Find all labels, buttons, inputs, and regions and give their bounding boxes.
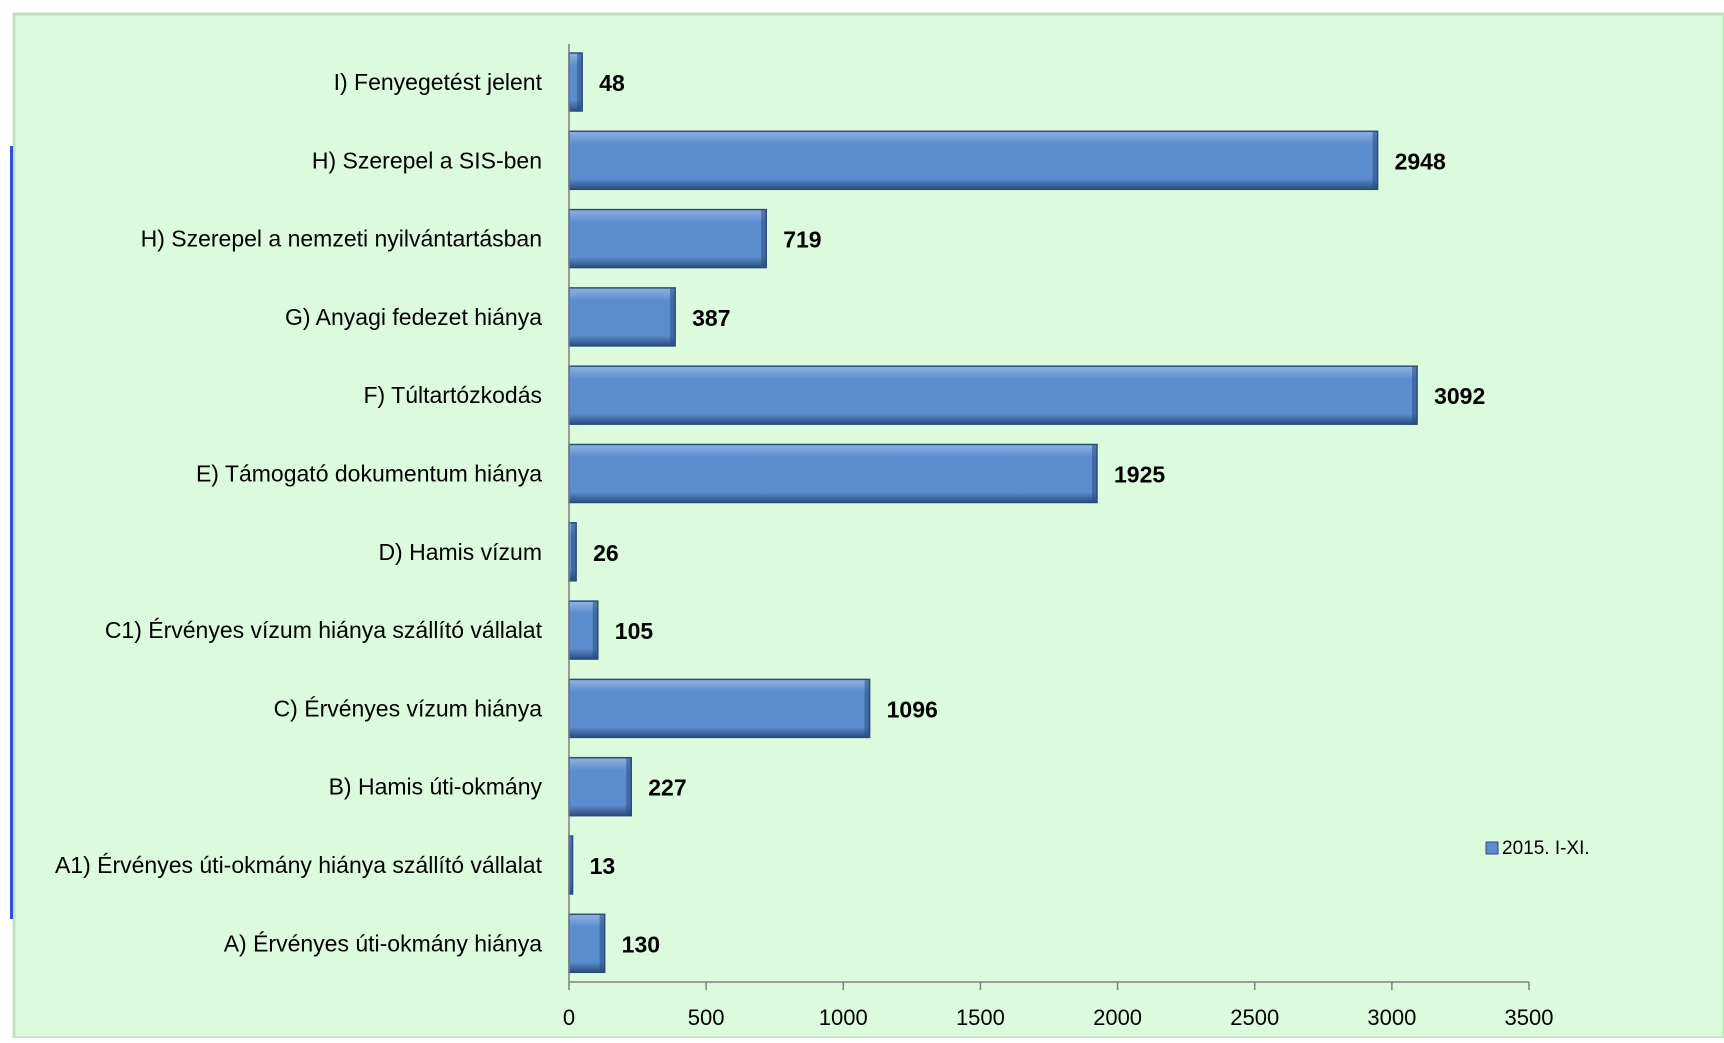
bar	[568, 756, 633, 817]
bars-layer: I) Fenyegetést jelent 48 H) Szerepel a SIS…	[55, 52, 1485, 974]
legend-label: 2015. I-XI.	[1502, 838, 1590, 859]
bar	[568, 130, 1379, 191]
x-tick-label: 3500	[1505, 1005, 1554, 1030]
bar-bevel	[571, 522, 577, 581]
bar-bevel	[1372, 131, 1378, 190]
x-tick-label: 0	[563, 1005, 575, 1030]
bar-bevel	[761, 209, 767, 268]
bar-group: H) Szerepel a SIS-ben 2948	[312, 130, 1446, 191]
category-label: B) Hamis úti-okmány	[329, 774, 543, 800]
bar-bevel	[670, 287, 676, 346]
left-accent-line	[10, 146, 13, 919]
data-label: 48	[599, 70, 625, 96]
bar	[568, 913, 606, 974]
bar-group: B) Hamis úti-okmány 227	[329, 756, 687, 817]
bar-group: C) Érvényes vízum hiánya 1096	[274, 678, 938, 739]
category-label: E) Támogató dokumentum hiánya	[196, 461, 542, 487]
x-tick-label: 3000	[1367, 1005, 1416, 1030]
data-label: 1925	[1114, 462, 1165, 488]
bar-bevel	[864, 679, 870, 738]
bar-group: G) Anyagi fedezet hiánya 387	[285, 287, 731, 347]
bar-group: F) Túltartózkodás 3092	[363, 365, 1485, 425]
category-label: C) Érvényes vízum hiánya	[274, 695, 543, 721]
bar-bevel	[577, 53, 583, 111]
legend-swatch	[1485, 841, 1499, 855]
data-label: 719	[783, 227, 821, 253]
bar-bevel	[569, 836, 573, 894]
category-label: D) Hamis vízum	[378, 539, 542, 565]
bar-bevel	[599, 914, 605, 973]
category-label: A) Érvényes úti-okmány hiánya	[224, 930, 543, 956]
bar-group: A1) Érvényes úti-okmány hiánya szállító …	[55, 835, 616, 895]
x-tick-label: 1000	[819, 1005, 868, 1030]
category-label: C1) Érvényes vízum hiánya szállító válla…	[105, 617, 543, 643]
bar-bevel	[592, 601, 598, 660]
bar	[568, 365, 1418, 425]
category-label: H) Szerepel a SIS-ben	[312, 147, 542, 173]
category-label: I) Fenyegetést jelent	[334, 69, 543, 95]
bar	[568, 678, 871, 739]
bar	[568, 287, 676, 347]
bar-group: A) Érvényes úti-okmány hiánya 130	[224, 913, 660, 974]
x-tick-label: 2500	[1230, 1005, 1279, 1030]
bar	[568, 208, 767, 269]
data-label: 13	[590, 853, 616, 879]
category-label: G) Anyagi fedezet hiánya	[285, 304, 542, 330]
data-label: 3092	[1434, 383, 1485, 409]
data-label: 227	[648, 775, 686, 801]
bar-group: E) Támogató dokumentum hiánya 1925	[196, 443, 1165, 504]
bar-bevel	[1412, 366, 1418, 425]
category-label: F) Túltartózkodás	[363, 382, 542, 408]
bar-bevel	[626, 757, 632, 816]
data-label: 26	[593, 540, 619, 566]
bar-group: H) Szerepel a nemzeti nyilvántartásban 71…	[141, 208, 822, 269]
bar	[568, 443, 1098, 504]
x-tick-label: 2000	[1093, 1005, 1142, 1030]
legend: 2015. I-XI.	[1485, 838, 1590, 859]
category-label: A1) Érvényes úti-okmány hiánya szállító …	[55, 852, 543, 878]
x-tick-label: 500	[688, 1005, 725, 1030]
data-label: 130	[622, 931, 660, 957]
bar-bevel	[1092, 444, 1097, 503]
data-label: 2948	[1395, 148, 1446, 174]
bar-group: C1) Érvényes vízum hiánya szállító válla…	[105, 600, 654, 660]
bar-group: I) Fenyegetést jelent 48	[334, 52, 625, 112]
category-label: H) Szerepel a nemzeti nyilvántartásban	[141, 226, 542, 252]
x-tick-label: 1500	[956, 1005, 1005, 1030]
data-label: 105	[615, 618, 654, 644]
data-label: 1096	[887, 696, 938, 722]
data-label: 387	[692, 305, 730, 331]
axis-layer: 0 500 1000 1500 2000 2500 3000 3500	[563, 44, 1554, 1030]
